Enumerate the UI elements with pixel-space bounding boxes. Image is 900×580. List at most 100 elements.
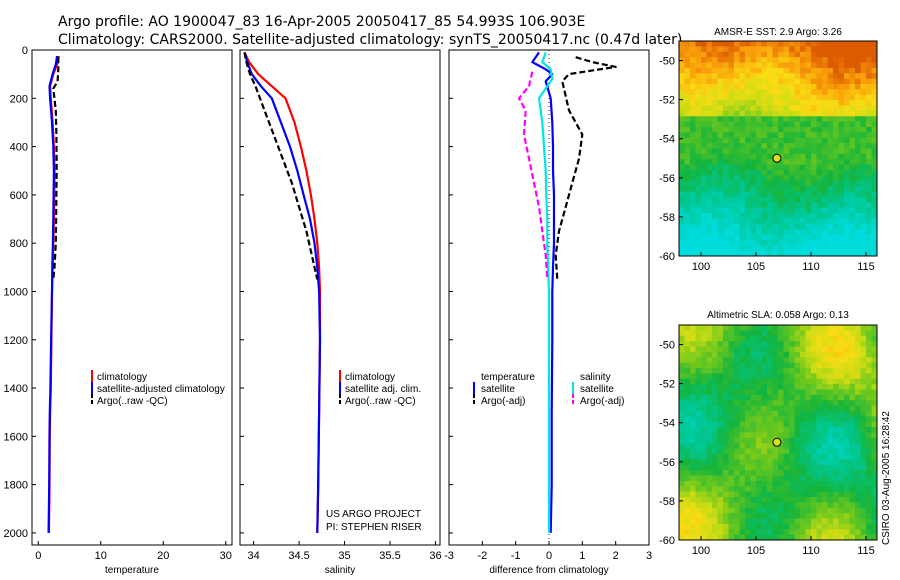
heatmap-cell xyxy=(827,132,834,139)
heatmap-cell xyxy=(739,475,746,482)
heatmap-cell xyxy=(855,357,862,364)
heatmap-cell xyxy=(690,245,697,252)
heatmap-cell xyxy=(679,250,686,256)
heatmap-cell xyxy=(838,351,845,358)
heatmap-cell xyxy=(701,513,708,520)
heatmap-cell xyxy=(811,250,818,256)
heatmap-cell xyxy=(855,486,862,493)
heatmap-cell xyxy=(871,234,877,241)
x-tick-label: 2 xyxy=(613,550,619,562)
heatmap-cell xyxy=(717,148,724,155)
heatmap-cell xyxy=(871,180,877,187)
heatmap-cell xyxy=(805,497,812,503)
heatmap-cell xyxy=(728,518,735,525)
heatmap-cell xyxy=(871,186,877,193)
heatmap-cell xyxy=(706,191,713,198)
heatmap-cell xyxy=(772,411,779,417)
heatmap-cell xyxy=(750,357,757,364)
heatmap-cell xyxy=(701,51,708,58)
heatmap-cell xyxy=(849,196,856,203)
heatmap-cell xyxy=(838,480,845,487)
heatmap-cell xyxy=(679,373,686,380)
heatmap-cell xyxy=(767,378,774,385)
heatmap-cell xyxy=(783,448,790,455)
heatmap-cell xyxy=(844,491,851,498)
x-tick-label: 0 xyxy=(546,550,552,562)
heatmap-cell xyxy=(712,470,719,477)
heatmap-cell xyxy=(734,175,741,182)
heatmap-cell xyxy=(679,368,686,374)
heatmap-cell xyxy=(679,416,686,423)
heatmap-cell xyxy=(783,373,790,380)
heatmap-cell xyxy=(706,502,713,509)
heatmap-cell xyxy=(855,110,862,117)
heatmap-cell xyxy=(679,432,686,439)
x-tick-label: 36 xyxy=(429,550,441,562)
heatmap-cell xyxy=(838,368,845,374)
heatmap-cell xyxy=(739,427,746,434)
heatmap-cell xyxy=(794,116,801,123)
heatmap-cell xyxy=(816,62,823,69)
heatmap-cell xyxy=(728,411,735,417)
legend-label-climatology: climatology xyxy=(97,372,147,383)
heatmap-cell xyxy=(871,475,877,482)
heatmap-cell xyxy=(756,470,763,477)
heatmap-cell xyxy=(756,229,763,236)
heatmap-cell xyxy=(717,57,724,64)
heatmap-cell xyxy=(855,454,862,460)
heatmap-cell xyxy=(767,175,774,182)
heatmap-cell xyxy=(783,502,790,509)
heatmap-cell xyxy=(789,164,796,171)
heatmap-cell xyxy=(712,341,719,348)
heatmap-cell xyxy=(866,491,873,498)
heatmap-cell xyxy=(838,518,845,525)
heatmap-cell xyxy=(811,480,818,487)
heatmap-cell xyxy=(706,523,713,530)
heatmap-cell xyxy=(827,207,834,214)
heatmap-cell xyxy=(783,475,790,482)
heatmap-cell xyxy=(728,448,735,455)
heatmap-cell xyxy=(756,518,763,525)
heatmap-cell xyxy=(866,373,873,380)
heatmap-cell xyxy=(745,234,752,241)
heatmap-cell xyxy=(734,94,741,101)
heatmap-cell xyxy=(778,378,785,385)
heatmap-cell xyxy=(871,46,877,53)
heatmap-cell xyxy=(734,46,741,53)
heatmap-cell xyxy=(827,443,834,450)
heatmap-cell xyxy=(783,459,790,466)
heatmap-cell xyxy=(728,400,735,407)
heatmap-cell xyxy=(866,175,873,182)
heatmap-cell xyxy=(838,529,845,536)
heatmap-cell xyxy=(822,127,829,133)
heatmap-cell xyxy=(695,57,702,64)
heatmap-cell xyxy=(855,464,862,471)
heatmap-cell xyxy=(866,78,873,85)
heatmap-cell xyxy=(822,84,829,90)
heatmap-cell xyxy=(855,116,862,123)
heatmap-cell xyxy=(739,405,746,412)
heatmap-cell xyxy=(717,480,724,487)
map-x-tick-label: 100 xyxy=(692,261,710,273)
heatmap-cell xyxy=(833,132,840,139)
heatmap-cell xyxy=(805,389,812,396)
heatmap-cell xyxy=(695,78,702,85)
heatmap-cell xyxy=(756,46,763,53)
heatmap-cell xyxy=(783,105,790,112)
legend-label-argo: Argo(..raw -QC) xyxy=(345,396,416,407)
heatmap-cell xyxy=(822,196,829,203)
heatmap-cell xyxy=(717,245,724,252)
heatmap-cell xyxy=(849,443,856,450)
heatmap-cell xyxy=(750,67,757,74)
heatmap-cell xyxy=(789,41,796,47)
heatmap-cell xyxy=(701,218,708,225)
heatmap-cell xyxy=(805,411,812,417)
heatmap-cell xyxy=(805,196,812,203)
heatmap-cell xyxy=(745,394,752,401)
heatmap-cell xyxy=(712,250,719,256)
heatmap-cell xyxy=(811,164,818,171)
heatmap-cell xyxy=(706,389,713,396)
heatmap-cell xyxy=(734,110,741,117)
heatmap-cell xyxy=(717,223,724,230)
heatmap-cell xyxy=(756,51,763,58)
